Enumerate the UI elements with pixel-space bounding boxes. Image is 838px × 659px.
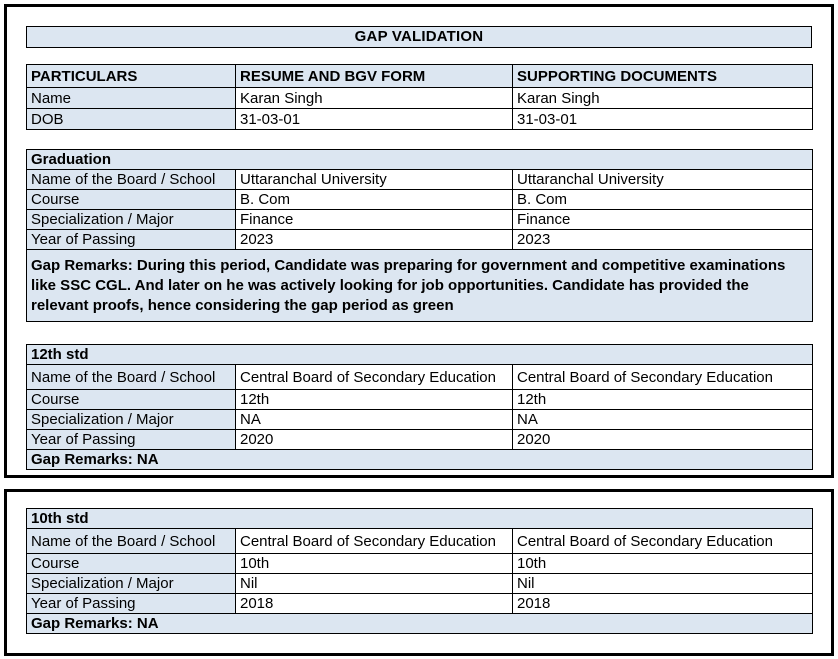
- year-resume-value: 2020: [235, 429, 513, 450]
- year-supporting-value: 2023: [512, 229, 813, 250]
- section-heading-10th: 10th std: [26, 508, 813, 529]
- table-row-specialization: Specialization / Major Nil Nil: [26, 573, 813, 594]
- tenth-std-table: 10th std Name of the Board / School Cent…: [26, 508, 813, 634]
- row-label-year: Year of Passing: [26, 593, 236, 614]
- year-resume-value: 2023: [235, 229, 513, 250]
- row-label-course: Course: [26, 389, 236, 410]
- row-label-board: Name of the Board / School: [26, 528, 236, 554]
- gap-validation-sheet: GAP VALIDATION PARTICULARS RESUME AND BG…: [4, 4, 834, 478]
- board-resume-value: Central Board of Secondary Education: [235, 364, 513, 390]
- year-supporting-value: 2018: [512, 593, 813, 614]
- board-supporting-value: Uttaranchal University: [512, 169, 813, 190]
- twelfth-heading-row: 12th std: [26, 344, 813, 365]
- table-row-board: Name of the Board / School Uttaranchal U…: [26, 169, 813, 190]
- row-label-specialization: Specialization / Major: [26, 573, 236, 594]
- table-row-specialization: Specialization / Major NA NA: [26, 409, 813, 430]
- graduation-heading-row: Graduation: [26, 149, 813, 170]
- graduation-table: Graduation Name of the Board / School Ut…: [26, 149, 813, 322]
- table-row-year: Year of Passing 2018 2018: [26, 593, 813, 614]
- board-resume-value: Uttaranchal University: [235, 169, 513, 190]
- row-label-year: Year of Passing: [26, 229, 236, 250]
- section-heading-graduation: Graduation: [26, 149, 813, 170]
- name-resume-value: Karan Singh: [235, 87, 513, 109]
- twelfth-std-table: 12th std Name of the Board / School Cent…: [26, 344, 813, 470]
- course-resume-value: 10th: [235, 553, 513, 574]
- table-row-year: Year of Passing 2023 2023: [26, 229, 813, 250]
- gap-remarks-text: Gap Remarks: NA: [26, 449, 813, 470]
- course-supporting-value: B. Com: [512, 189, 813, 210]
- section-heading-12th: 12th std: [26, 344, 813, 365]
- column-header-supporting-docs: SUPPORTING DOCUMENTS: [512, 64, 813, 88]
- specialization-supporting-value: NA: [512, 409, 813, 430]
- year-supporting-value: 2020: [512, 429, 813, 450]
- year-resume-value: 2018: [235, 593, 513, 614]
- board-supporting-value: Central Board of Secondary Education: [512, 364, 813, 390]
- column-header-particulars: PARTICULARS: [26, 64, 236, 88]
- course-resume-value: 12th: [235, 389, 513, 410]
- table-row-specialization: Specialization / Major Finance Finance: [26, 209, 813, 230]
- gap-remarks-text: Gap Remarks: During this period, Candida…: [26, 249, 813, 322]
- row-label-board: Name of the Board / School: [26, 364, 236, 390]
- tenth-gap-remarks-row: Gap Remarks: NA: [26, 613, 813, 634]
- board-supporting-value: Central Board of Secondary Education: [512, 528, 813, 554]
- table-row-course: Course 12th 12th: [26, 389, 813, 410]
- table-row-dob: DOB 31-03-01 31-03-01: [26, 108, 813, 130]
- specialization-supporting-value: Nil: [512, 573, 813, 594]
- row-label-dob: DOB: [26, 108, 236, 130]
- particulars-table: PARTICULARS RESUME AND BGV FORM SUPPORTI…: [26, 64, 813, 130]
- row-label-board: Name of the Board / School: [26, 169, 236, 190]
- specialization-resume-value: NA: [235, 409, 513, 430]
- dob-resume-value: 31-03-01: [235, 108, 513, 130]
- specialization-supporting-value: Finance: [512, 209, 813, 230]
- row-label-year: Year of Passing: [26, 429, 236, 450]
- board-resume-value: Central Board of Secondary Education: [235, 528, 513, 554]
- table-row-course: Course B. Com B. Com: [26, 189, 813, 210]
- twelfth-gap-remarks-row: Gap Remarks: NA: [26, 449, 813, 470]
- specialization-resume-value: Finance: [235, 209, 513, 230]
- page-title: GAP VALIDATION: [26, 26, 812, 48]
- table-row-board: Name of the Board / School Central Board…: [26, 364, 813, 390]
- specialization-resume-value: Nil: [235, 573, 513, 594]
- row-label-course: Course: [26, 553, 236, 574]
- course-supporting-value: 12th: [512, 389, 813, 410]
- course-supporting-value: 10th: [512, 553, 813, 574]
- dob-supporting-value: 31-03-01: [512, 108, 813, 130]
- row-label-name: Name: [26, 87, 236, 109]
- table-row-course: Course 10th 10th: [26, 553, 813, 574]
- course-resume-value: B. Com: [235, 189, 513, 210]
- tenth-heading-row: 10th std: [26, 508, 813, 529]
- table-row-board: Name of the Board / School Central Board…: [26, 528, 813, 554]
- particulars-header-row: PARTICULARS RESUME AND BGV FORM SUPPORTI…: [26, 64, 813, 88]
- graduation-gap-remarks-row: Gap Remarks: During this period, Candida…: [26, 249, 813, 322]
- row-label-specialization: Specialization / Major: [26, 409, 236, 430]
- row-label-specialization: Specialization / Major: [26, 209, 236, 230]
- tenth-std-sheet: 10th std Name of the Board / School Cent…: [4, 489, 834, 656]
- name-supporting-value: Karan Singh: [512, 87, 813, 109]
- table-row-year: Year of Passing 2020 2020: [26, 429, 813, 450]
- column-header-resume-bgv: RESUME AND BGV FORM: [235, 64, 513, 88]
- gap-remarks-text: Gap Remarks: NA: [26, 613, 813, 634]
- row-label-course: Course: [26, 189, 236, 210]
- table-row-name: Name Karan Singh Karan Singh: [26, 87, 813, 109]
